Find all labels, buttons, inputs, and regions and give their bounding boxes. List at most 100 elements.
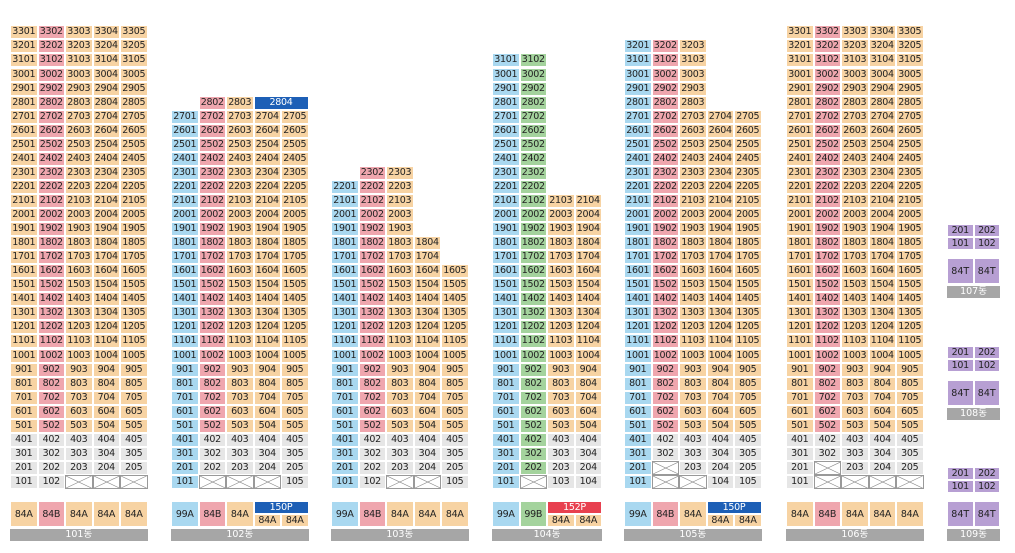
unit-cell[interactable]: 1004 — [574, 348, 602, 363]
unit-cell[interactable]: 1201 — [10, 320, 38, 335]
unit-cell[interactable]: 1805 — [281, 236, 309, 251]
unit-cell[interactable]: 903 — [386, 362, 414, 377]
unit-cell[interactable]: 1503 — [226, 278, 254, 293]
unit-cell[interactable]: 704 — [868, 390, 896, 405]
unit-cell[interactable]: 703 — [65, 390, 93, 405]
unit-cell[interactable]: 102 — [37, 474, 65, 489]
unit-cell[interactable]: 2705 — [734, 109, 762, 124]
unit-cell[interactable]: 1202 — [651, 320, 679, 335]
unit-cell[interactable]: 1702 — [37, 250, 65, 265]
unit-cell[interactable]: 2404 — [868, 151, 896, 166]
unit-cell[interactable]: 2203 — [65, 179, 93, 194]
unit-cell[interactable]: 1502 — [37, 278, 65, 293]
unit-cell[interactable]: 904 — [92, 362, 120, 377]
unit-cell[interactable]: 1602 — [813, 264, 841, 279]
unit-cell[interactable]: 1904 — [253, 222, 281, 237]
unit-cell[interactable]: 1003 — [65, 348, 93, 363]
unit-cell[interactable]: 802 — [37, 376, 65, 391]
unit-cell[interactable]: 1303 — [547, 306, 575, 321]
unit-cell[interactable]: 3302 — [37, 25, 65, 40]
unit-cell[interactable]: 2502 — [651, 137, 679, 152]
unit-cell[interactable] — [896, 474, 924, 489]
unit-cell[interactable]: 1203 — [679, 320, 707, 335]
unit-cell[interactable]: 2102 — [37, 193, 65, 208]
unit-cell[interactable]: 905 — [281, 362, 309, 377]
unit-cell[interactable]: 3005 — [896, 67, 924, 82]
unit-cell[interactable]: 1502 — [519, 278, 547, 293]
unit-cell[interactable]: 2401 — [10, 151, 38, 166]
unit-cell[interactable] — [120, 474, 148, 489]
unit-cell[interactable]: 1001 — [10, 348, 38, 363]
unit-cell[interactable]: 1701 — [492, 250, 520, 265]
unit-cell[interactable]: 1501 — [624, 278, 652, 293]
unit-cell[interactable]: 1905 — [120, 222, 148, 237]
unit-cell[interactable]: 3002 — [651, 67, 679, 82]
unit-cell[interactable]: 204 — [706, 460, 734, 475]
unit-cell[interactable]: 701 — [492, 390, 520, 405]
unit-cell[interactable]: 2002 — [651, 208, 679, 223]
unit-cell[interactable]: 1101 — [624, 334, 652, 349]
unit-cell[interactable]: 2503 — [226, 137, 254, 152]
unit-cell[interactable]: 2504 — [706, 137, 734, 152]
unit-cell[interactable]: 1701 — [624, 250, 652, 265]
unit-cell[interactable]: 801 — [171, 376, 199, 391]
unit-cell[interactable]: 503 — [65, 418, 93, 433]
unit-cell[interactable]: 1904 — [92, 222, 120, 237]
unit-cell[interactable]: 1802 — [651, 236, 679, 251]
unit-cell[interactable]: 1903 — [679, 222, 707, 237]
unit-cell[interactable]: 802 — [198, 376, 226, 391]
unit-cell[interactable]: 203 — [841, 460, 869, 475]
unit-cell[interactable]: 303 — [65, 446, 93, 461]
unit-cell[interactable]: 3205 — [120, 39, 148, 54]
unit-cell[interactable]: 805 — [120, 376, 148, 391]
unit-cell[interactable]: 1504 — [574, 278, 602, 293]
unit-cell[interactable]: 1003 — [679, 348, 707, 363]
unit-cell[interactable]: 804 — [253, 376, 281, 391]
unit-cell[interactable]: 2001 — [786, 208, 814, 223]
unit-cell[interactable]: 2505 — [896, 137, 924, 152]
unit-cell[interactable]: 2301 — [171, 165, 199, 180]
unit-cell[interactable]: 2202 — [37, 179, 65, 194]
unit-cell[interactable]: 2802 — [651, 95, 679, 110]
unit-cell[interactable]: 2703 — [65, 109, 93, 124]
unit-cell[interactable]: 2402 — [813, 151, 841, 166]
unit-cell[interactable]: 604 — [706, 404, 734, 419]
unit-cell[interactable]: 2201 — [786, 179, 814, 194]
unit-cell[interactable]: 501 — [492, 418, 520, 433]
unit-cell[interactable]: 2305 — [120, 165, 148, 180]
unit-cell[interactable]: 803 — [841, 376, 869, 391]
unit-cell[interactable]: 701 — [171, 390, 199, 405]
unit-cell[interactable]: 1204 — [413, 320, 441, 335]
unit-cell[interactable]: 1002 — [37, 348, 65, 363]
unit-cell[interactable]: 1203 — [226, 320, 254, 335]
unit-cell[interactable]: 1103 — [386, 334, 414, 349]
unit-cell[interactable]: 3105 — [896, 53, 924, 68]
unit-cell[interactable]: 805 — [896, 376, 924, 391]
unit-cell[interactable]: 205 — [734, 460, 762, 475]
unit-cell[interactable]: 404 — [574, 432, 602, 447]
unit-cell[interactable]: 1705 — [281, 250, 309, 265]
unit-cell[interactable]: 404 — [92, 432, 120, 447]
unit-cell[interactable]: 2602 — [198, 123, 226, 138]
unit-cell[interactable]: 2701 — [171, 109, 199, 124]
unit-cell[interactable]: 1405 — [896, 292, 924, 307]
unit-cell[interactable]: 401 — [331, 432, 359, 447]
unit-cell[interactable]: 2102 — [198, 193, 226, 208]
unit-cell[interactable]: 2004 — [706, 208, 734, 223]
unit-cell[interactable]: 603 — [547, 404, 575, 419]
unit-cell[interactable]: 3102 — [651, 53, 679, 68]
unit-cell[interactable]: 2003 — [65, 208, 93, 223]
unit-cell[interactable]: 2904 — [92, 81, 120, 96]
unit-cell[interactable]: 702 — [651, 390, 679, 405]
unit-cell[interactable]: 1904 — [868, 222, 896, 237]
unit-cell[interactable]: 3204 — [92, 39, 120, 54]
unit-cell[interactable]: 705 — [281, 390, 309, 405]
unit-cell[interactable]: 1602 — [198, 264, 226, 279]
unit-cell[interactable]: 2605 — [734, 123, 762, 138]
unit-cell[interactable]: 2301 — [786, 165, 814, 180]
unit-cell[interactable]: 1301 — [624, 306, 652, 321]
unit-cell[interactable]: 402 — [813, 432, 841, 447]
unit-cell[interactable]: 1605 — [734, 264, 762, 279]
unit-cell[interactable]: 403 — [679, 432, 707, 447]
unit-cell[interactable]: 1604 — [413, 264, 441, 279]
